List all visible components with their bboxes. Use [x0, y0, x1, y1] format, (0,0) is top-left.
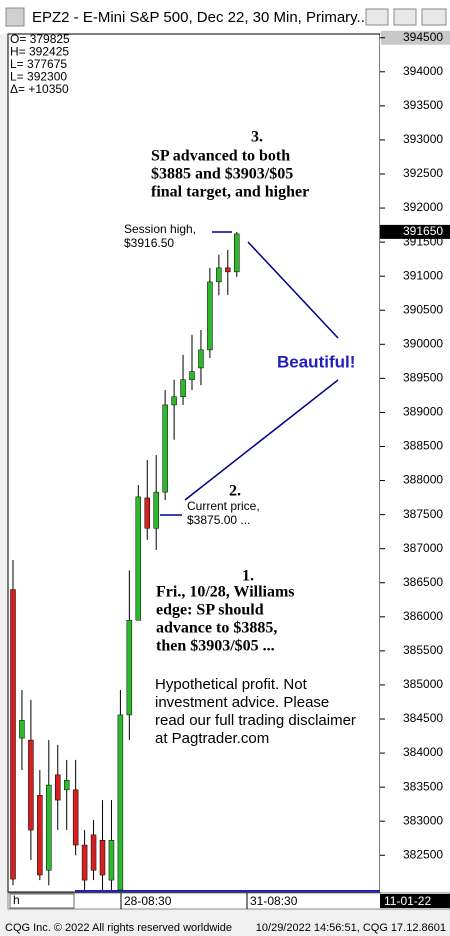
- beautiful-line-upper: [247, 241, 339, 339]
- annotations: 3. SP advanced to both $3885 and $3903/$…: [124, 129, 356, 747]
- beautiful-label: Beautiful!: [277, 352, 355, 371]
- candle-body: [225, 267, 231, 273]
- candle-body: [10, 589, 16, 880]
- ohlc-text: L= 377675: [10, 57, 67, 71]
- annotation-3: final target, and higher: [151, 184, 309, 201]
- x-tick-label: 31-08:30: [250, 894, 298, 908]
- candle-body: [72, 789, 79, 846]
- date-label: 11-01-22: [384, 894, 431, 908]
- candle-body: [207, 281, 213, 351]
- candle-body: [171, 396, 177, 406]
- y-tick-label: 385000: [403, 677, 443, 691]
- candle-body: [90, 834, 97, 871]
- close-button[interactable]: [421, 8, 447, 26]
- candle-body: [144, 497, 150, 529]
- annotation-3: SP advanced to both: [151, 148, 290, 165]
- y-tick-label: 393500: [403, 98, 443, 112]
- last-price-label: 391650: [403, 224, 443, 238]
- candle-body: [99, 840, 106, 876]
- candle-body: [81, 844, 88, 881]
- y-tick-label: 389000: [403, 405, 443, 419]
- candle-body: [117, 714, 124, 891]
- footer-right: 10/29/2022 14:56:51, CQG 17.12.8601: [256, 922, 446, 934]
- annotation-2-num: 2.: [229, 483, 241, 500]
- minimize-button[interactable]: [365, 8, 389, 26]
- time-axis: [7, 892, 450, 910]
- footer-left: CQG Inc. © 2022 All rights reserved worl…: [5, 922, 232, 934]
- candle-body: [234, 233, 240, 273]
- y-tick-label: 385500: [403, 643, 443, 657]
- candle-body: [180, 379, 186, 398]
- ohlc-text: H= 392425: [10, 45, 69, 59]
- y-tick-label: 392500: [403, 166, 443, 180]
- session-label: $3916.50: [124, 236, 174, 250]
- candle-body: [189, 371, 195, 380]
- candle-body: [198, 349, 204, 369]
- y-tick-label: 391000: [403, 268, 443, 282]
- y-tick-label: 387000: [403, 541, 443, 555]
- maximize-button[interactable]: [393, 8, 417, 26]
- annotation-1: then $3903/$05 ...: [156, 638, 275, 655]
- plot-area: [7, 33, 381, 893]
- candle-body: [55, 774, 61, 801]
- ohlc-text: O= 379825: [10, 32, 70, 46]
- window-icon: [5, 7, 25, 27]
- beautiful-line-lower: [184, 379, 339, 501]
- tick-highlight: [381, 30, 450, 45]
- candle-body: [46, 784, 52, 871]
- y-tick-label: 383500: [403, 779, 443, 793]
- candle-body: [37, 795, 43, 876]
- y-tick-label: 394000: [403, 64, 443, 78]
- annotation-1: advance to $3885,: [156, 620, 277, 637]
- y-tick-label: 384500: [403, 711, 443, 725]
- last-price-box: [380, 224, 450, 239]
- current-label: Current price,: [187, 499, 260, 513]
- candle-body: [28, 739, 34, 831]
- annotation-1: Fri., 10/28, Williams: [156, 584, 295, 601]
- candle-body: [135, 496, 142, 621]
- y-tick-label: 382500: [403, 847, 443, 861]
- y-tick-label: 389500: [403, 371, 443, 385]
- y-tick-label: 388000: [403, 473, 443, 487]
- y-tick-label: 393000: [403, 132, 443, 146]
- candle-body: [63, 780, 70, 791]
- y-tick-label: 386500: [403, 575, 443, 589]
- y-tick-label: 390000: [403, 336, 443, 350]
- y-tick-label: 383000: [403, 813, 443, 827]
- date-box: [380, 894, 450, 908]
- candle-body: [162, 404, 168, 493]
- current-label: $3875.00 ...: [187, 513, 250, 527]
- window-title: EPZ2 - E-Mini S&P 500, Dec 22, 30 Min, P…: [32, 9, 369, 26]
- y-tick-label: 387500: [403, 507, 443, 521]
- candle-body: [19, 720, 25, 739]
- price-axis: [380, 34, 450, 892]
- input-text: h: [13, 893, 20, 907]
- y-tick-label: 390500: [403, 302, 443, 316]
- annotation-3-num: 3.: [251, 129, 263, 146]
- candle-body: [216, 267, 222, 283]
- disclaimer: investment advice. Please: [155, 694, 329, 711]
- disclaimer: Hypothetical profit. Not: [155, 676, 308, 693]
- y-tick-label: 384000: [403, 745, 443, 759]
- y-tick-label: 392000: [403, 200, 443, 214]
- candle-body: [126, 619, 133, 716]
- disclaimer: at Pagtrader.com: [155, 730, 269, 747]
- ohlc-text: Δ= +10350: [10, 82, 69, 96]
- input-box[interactable]: [9, 893, 75, 909]
- y-tick-label: 394500: [403, 30, 443, 44]
- ohlc-text: L= 392300: [10, 70, 67, 84]
- y-tick-label: 386000: [403, 609, 443, 623]
- candle-body: [153, 491, 159, 529]
- session-label: Session high,: [124, 222, 196, 236]
- candle-body: [108, 840, 115, 881]
- annotation-3: $3885 and $3903/$05: [151, 166, 293, 183]
- y-tick-label: 388500: [403, 439, 443, 453]
- annotation-1: edge: SP should: [156, 602, 264, 619]
- annotation-1-num: 1.: [242, 568, 254, 585]
- x-tick-label: 28-08:30: [124, 894, 172, 908]
- disclaimer: read our full trading disclaimer: [155, 712, 356, 729]
